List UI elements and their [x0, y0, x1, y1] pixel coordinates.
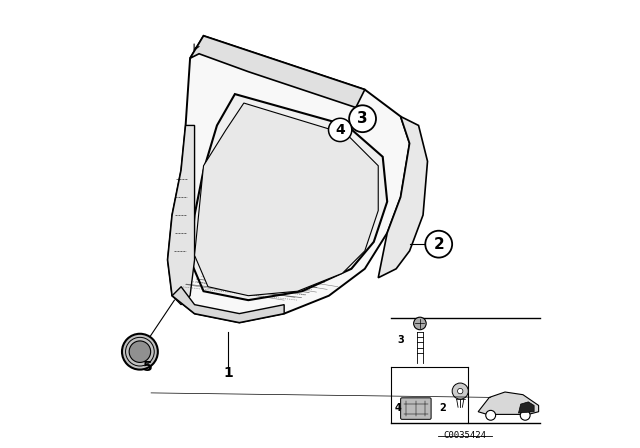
Text: 2: 2 [433, 237, 444, 252]
Text: C0035424: C0035424 [444, 431, 486, 440]
Circle shape [328, 118, 352, 142]
Polygon shape [518, 402, 534, 413]
Text: 3: 3 [397, 336, 404, 345]
Polygon shape [195, 103, 378, 296]
Circle shape [129, 341, 150, 362]
Circle shape [426, 231, 452, 258]
Polygon shape [190, 36, 365, 108]
Text: 4: 4 [335, 123, 345, 137]
Polygon shape [478, 392, 539, 414]
Circle shape [520, 410, 530, 420]
Text: 5: 5 [143, 360, 152, 375]
Text: 2: 2 [439, 403, 446, 413]
Text: 4: 4 [394, 403, 401, 413]
Circle shape [452, 383, 468, 399]
Polygon shape [190, 94, 387, 300]
Circle shape [122, 334, 158, 370]
FancyBboxPatch shape [401, 398, 431, 419]
Polygon shape [168, 36, 410, 323]
Circle shape [486, 410, 495, 420]
Circle shape [458, 388, 463, 394]
Circle shape [349, 105, 376, 132]
Polygon shape [378, 116, 428, 278]
Text: 1: 1 [223, 366, 233, 380]
Circle shape [413, 317, 426, 330]
Polygon shape [172, 287, 284, 323]
Text: 3: 3 [357, 111, 368, 126]
Polygon shape [168, 125, 195, 305]
